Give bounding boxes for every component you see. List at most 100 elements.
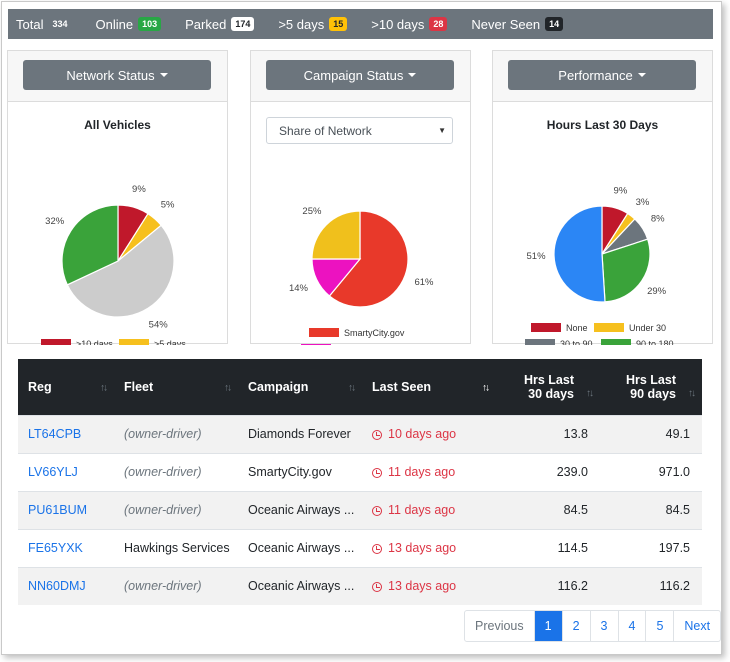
legend-label[interactable]: SmartyCity.gov <box>344 328 405 338</box>
caret-down-icon <box>637 73 646 77</box>
panel-header: Network Status <box>8 51 227 102</box>
last-seen-text: 13 days ago <box>388 579 457 593</box>
column-header-reg[interactable]: Reg ↑↓ <box>18 359 114 415</box>
column-header-hrs-90[interactable]: Hrs Last 90 days ↑↓ <box>600 359 702 415</box>
column-header-hrs-30[interactable]: Hrs Last 30 days ↑↓ <box>496 359 600 415</box>
campaign-cell: SmartyCity.gov <box>238 452 362 491</box>
pie-slice-2-3[interactable] <box>601 238 651 303</box>
network-status-dropdown[interactable]: Network Status <box>23 60 211 90</box>
legend-label[interactable]: Under 30 <box>629 323 666 333</box>
clock-icon <box>372 430 382 440</box>
last-seen-cell: 11 days ago <box>362 452 496 491</box>
previous-page-button[interactable]: Previous <box>475 619 524 633</box>
status-bar: Total 334 Online 103 Parked 174 >5 days 15 >10 d… <box>8 9 713 39</box>
campaign-metric-select[interactable]: Share of Network ▼ <box>266 117 453 144</box>
last-seen-cell: 10 days ago <box>362 414 496 453</box>
chart-title: Hours Last 30 Days <box>546 118 659 132</box>
campaign-cell: Oceanic Airways ... <box>238 528 362 567</box>
slice-label: 9% <box>132 184 146 195</box>
column-header-fleet[interactable]: Fleet ↑↓ <box>114 359 238 415</box>
reg-link[interactable]: PU61BUM <box>18 490 114 529</box>
dropdown-label: Network Status <box>66 67 155 83</box>
network-status-panel: Network Status All Vehicles 9% 5% 54% 32% >1… <box>7 50 228 345</box>
hrs-30-cell: 13.8 <box>496 414 600 453</box>
dropdown-label: Performance <box>558 67 633 83</box>
legend-swatch <box>525 339 555 345</box>
reg-link[interactable]: LV66YLJ <box>18 452 114 491</box>
status-item[interactable]: Parked 174 <box>185 16 255 32</box>
legend-label[interactable]: >5 days <box>154 339 186 345</box>
last-seen-cell: 13 days ago <box>362 566 496 605</box>
campaign-status-panel: Campaign Status Share of Network ▼ 61% 14… <box>250 50 471 345</box>
last-seen-text: 11 days ago <box>388 465 456 479</box>
last-seen-text: 13 days ago <box>388 541 457 555</box>
legend-label[interactable]: 90 to 180 <box>636 339 674 345</box>
hrs-90-cell: 197.5 <box>600 528 702 567</box>
campaign-status-dropdown[interactable]: Campaign Status <box>266 60 454 90</box>
pagination: Previous 1 2 3 4 5 Next <box>464 610 721 642</box>
performance-dropdown[interactable]: Performance <box>508 60 696 90</box>
clock-icon <box>372 582 382 592</box>
pie-slice-1-2[interactable] <box>311 210 361 260</box>
slice-label: 61% <box>414 277 434 288</box>
page-button-1[interactable]: 1 <box>533 611 562 641</box>
caret-down-icon <box>408 73 417 77</box>
slice-label: 5% <box>161 200 175 211</box>
status-item[interactable]: >10 days 28 <box>371 17 448 32</box>
reg-link[interactable]: NN60DMJ <box>18 566 114 605</box>
legend-swatch <box>594 323 624 332</box>
legend-swatch <box>41 339 71 345</box>
page-button-4[interactable]: 4 <box>617 611 646 641</box>
status-item[interactable]: Never Seen 14 <box>471 16 564 32</box>
select-value: Share of Network <box>279 123 372 138</box>
last-seen-text: 10 days ago <box>388 427 457 441</box>
chart-title: All Vehicles <box>84 118 151 132</box>
status-item[interactable]: Total 334 <box>16 17 72 32</box>
sort-icon: ↑↓ <box>688 387 696 399</box>
slice-label: 29% <box>647 286 667 297</box>
status-item[interactable]: >5 days 15 <box>278 17 348 32</box>
page-button-2[interactable]: 2 <box>561 611 590 641</box>
legend-label[interactable]: >10 days <box>76 339 113 345</box>
hrs-30-cell: 116.2 <box>496 566 600 605</box>
status-label: Online <box>95 16 134 32</box>
reg-link[interactable]: FE65YXK <box>18 528 114 567</box>
table-row[interactable]: FE65YXK Hawkings Services Oceanic Airways … <box>18 528 702 567</box>
page-button-3[interactable]: 3 <box>589 611 618 641</box>
legend-swatch <box>531 323 561 332</box>
header-label: 30 days <box>528 386 574 401</box>
fleet-cell: (owner-driver) <box>114 566 238 605</box>
fleet-cell: (owner-driver) <box>114 414 238 453</box>
column-header-campaign[interactable]: Campaign ↑↓ <box>238 359 362 415</box>
table-row[interactable]: NN60DMJ (owner-driver) Oceanic Airways ...… <box>18 566 702 605</box>
next-page-button[interactable]: Next <box>673 611 720 641</box>
status-count-badge: 174 <box>231 17 255 31</box>
fleet-cell: (owner-driver) <box>114 452 238 491</box>
reg-link[interactable]: LT64CPB <box>18 414 114 453</box>
header-label: Hrs Last <box>625 372 676 387</box>
pie-slice-2-4[interactable] <box>553 205 606 303</box>
status-label: Never Seen <box>471 16 541 32</box>
column-header-last-seen[interactable]: Last Seen ↑↓ <box>362 359 496 415</box>
page-button-5[interactable]: 5 <box>645 611 673 641</box>
legend-label[interactable]: 30 to 90 <box>560 339 593 345</box>
header-label: Reg <box>28 379 52 394</box>
hrs-90-cell: 971.0 <box>600 452 702 491</box>
status-label: Total <box>16 16 44 32</box>
pie-slice-0-3[interactable] <box>61 204 119 286</box>
table-row[interactable]: PU61BUM (owner-driver) Oceanic Airways ...… <box>18 490 702 529</box>
status-label: Parked <box>185 16 227 32</box>
legend-label[interactable]: Diamonds Forever <box>336 344 410 345</box>
pie-slice-0-2[interactable] <box>66 224 175 318</box>
pie-slice-1-0[interactable] <box>328 210 409 308</box>
clock-icon <box>372 544 382 554</box>
table-row[interactable]: LT64CPB (owner-driver) Diamonds Forever 10 … <box>18 414 702 453</box>
header-label: Hrs Last <box>523 372 574 387</box>
legend-label[interactable]: None <box>566 323 588 333</box>
hrs-30-cell: 114.5 <box>496 528 600 567</box>
legend-swatch <box>601 339 631 345</box>
fleet-cell: (owner-driver) <box>114 490 238 529</box>
table-row[interactable]: LV66YLJ (owner-driver) SmartyCity.gov 11 da… <box>18 452 702 491</box>
clock-icon <box>372 506 382 516</box>
status-item[interactable]: Online 103 <box>96 17 162 32</box>
